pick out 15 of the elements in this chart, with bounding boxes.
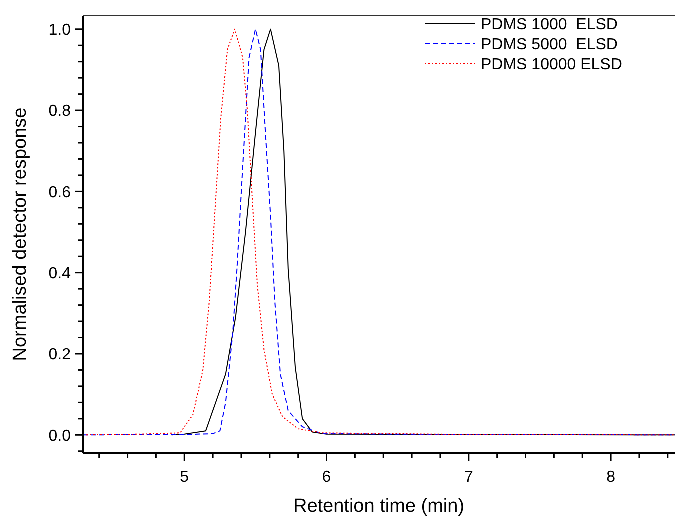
- legend-label: PDMS 1000 ELSD: [481, 16, 618, 34]
- legend-label: PDMS 5000 ELSD: [481, 36, 618, 54]
- legend-label: PDMS 10000 ELSD: [481, 56, 622, 74]
- y-tick-label: 0.4: [48, 265, 72, 282]
- y-tick-label: 0.8: [48, 103, 72, 120]
- x-tick-label: 6: [322, 469, 332, 486]
- y-axis-title: Normalised detector response: [10, 108, 31, 362]
- y-tick-label: 1.0: [48, 22, 72, 39]
- x-axis-title: Retention time (min): [293, 496, 465, 517]
- x-tick-label: 5: [180, 469, 190, 486]
- y-tick-label: 0.0: [48, 428, 72, 445]
- x-tick-label: 7: [464, 469, 474, 486]
- x-tick-label: 8: [606, 469, 616, 486]
- y-tick-label: 0.6: [48, 184, 72, 202]
- y-tick-label: 0.2: [48, 346, 72, 364]
